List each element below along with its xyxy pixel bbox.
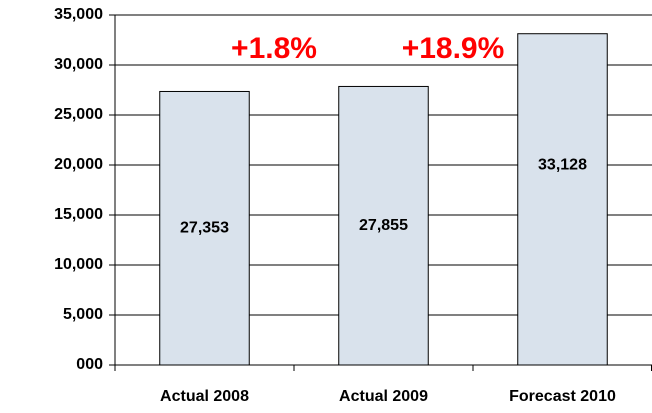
bar bbox=[159, 90, 250, 366]
y-tick-label: 10,000 bbox=[54, 256, 103, 273]
annotation: +1.8% bbox=[231, 32, 317, 65]
y-tick-label: 5,000 bbox=[63, 306, 103, 323]
y-tick-label: 20,000 bbox=[54, 156, 103, 173]
value-label: 27,353 bbox=[180, 219, 229, 236]
x-tick-label: Actual 2008 bbox=[160, 388, 249, 405]
value-label: 27,855 bbox=[359, 217, 408, 234]
x-tick-label: Forecast 2010 bbox=[509, 388, 616, 405]
value-label: 33,128 bbox=[538, 157, 587, 174]
bar bbox=[517, 33, 608, 366]
annotation: +18.9% bbox=[402, 32, 505, 65]
bar bbox=[338, 85, 429, 366]
x-tick-label: Actual 2009 bbox=[339, 388, 428, 405]
y-tick-label: 25,000 bbox=[54, 106, 103, 123]
y-tick-label: 35,000 bbox=[54, 6, 103, 23]
y-tick-label: 000 bbox=[76, 356, 103, 373]
y-tick-label: 30,000 bbox=[54, 56, 103, 73]
y-tick-label: 15,000 bbox=[54, 206, 103, 223]
